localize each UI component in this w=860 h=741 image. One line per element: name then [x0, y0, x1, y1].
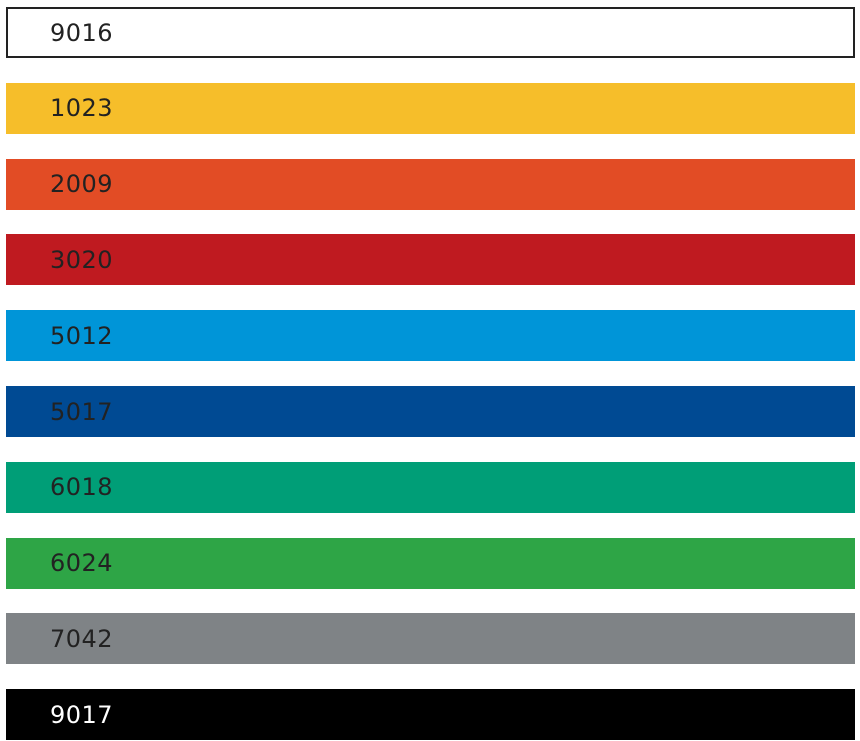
color-swatch: 5012	[6, 310, 855, 362]
color-swatch: 6018	[6, 461, 855, 513]
color-swatch: 9017	[6, 689, 855, 741]
color-swatch: 6024	[6, 537, 855, 589]
color-swatch: 7042	[6, 613, 855, 665]
color-swatch: 5017	[6, 386, 855, 437]
swatch-label: 3020	[50, 245, 114, 274]
swatch-label: 5017	[50, 397, 114, 426]
swatch-label: 9017	[50, 700, 114, 729]
swatch-label: 5012	[50, 321, 114, 350]
color-swatch: 3020	[6, 234, 855, 286]
color-swatch: 2009	[6, 158, 855, 210]
swatch-label: 7042	[50, 624, 114, 653]
swatch-label: 6018	[50, 473, 114, 502]
swatch-label: 1023	[50, 94, 114, 123]
swatch-label: 6024	[50, 549, 114, 578]
color-swatch: 1023	[6, 82, 855, 134]
swatch-label: 9016	[50, 18, 114, 47]
swatch-label: 2009	[50, 170, 114, 199]
color-swatch: 9016	[6, 7, 855, 58]
